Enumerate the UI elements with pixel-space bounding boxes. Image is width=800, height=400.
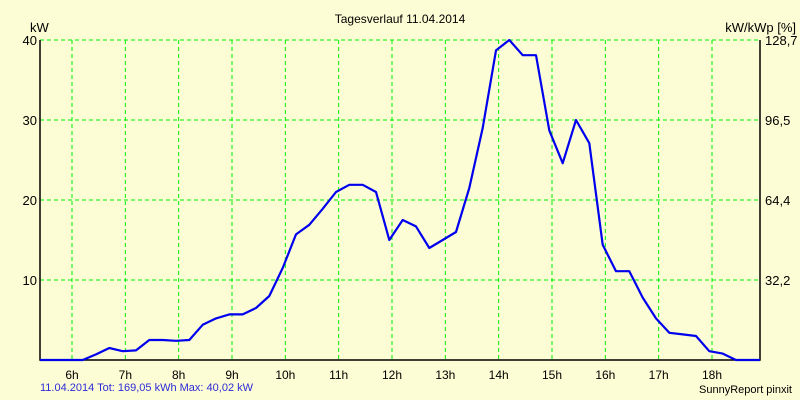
x-tick-label: 18h [702,368,722,382]
x-tick-label: 17h [649,368,669,382]
y-axis-label-right: kW/kWp [%] [725,20,796,35]
chart-title: Tagesverlauf 11.04.2014 [334,12,466,26]
x-tick-label: 8h [172,368,185,382]
x-tick-label: 13h [435,368,455,382]
x-tick-label: 16h [595,368,615,382]
y-right-tick-label: 128,7 [765,33,798,48]
y-right-tick-label: 32,2 [765,273,790,288]
x-tick-label: 9h [225,368,238,382]
y-right-tick-label: 64,4 [765,193,790,208]
y-right-tick-label: 96,5 [765,113,790,128]
summary-text: 11.04.2014 Tot: 169,05 kWh Max: 40,02 kW [40,382,253,394]
x-tick-label: 10h [275,368,295,382]
y-axis-label-left: kW [30,20,49,35]
y-tick-label: 10 [23,273,37,288]
x-tick-label: 15h [542,368,562,382]
y-tick-label: 20 [23,193,37,208]
x-tick-label: 11h [329,368,348,382]
brand-text: SunnyReport pinxit [699,384,792,396]
series-line [40,38,760,362]
y-tick-label: 40 [23,33,37,48]
x-tick-label: 6h [65,368,78,382]
plot-axes [39,40,761,361]
x-tick-label: 14h [489,368,509,382]
x-tick-label: 7h [119,368,132,382]
y-tick-label: 30 [23,113,37,128]
x-tick-label: 12h [382,368,402,382]
